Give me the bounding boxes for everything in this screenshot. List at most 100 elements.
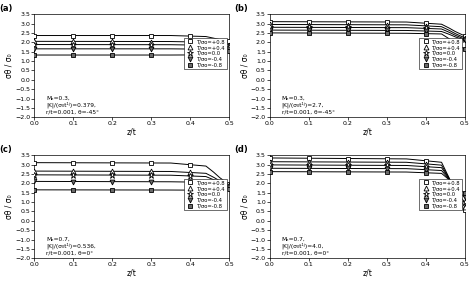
T/σo=-0.4 bbox=[148, 180, 154, 183]
T/σo=-0.4 bbox=[384, 29, 390, 32]
T/σo=-0.8 bbox=[384, 170, 390, 174]
T/σo=+0.4 bbox=[462, 205, 468, 208]
T/σo=+0.4 bbox=[71, 40, 76, 43]
T/σo=+0.8 bbox=[345, 20, 351, 24]
T/σo=-0.8 bbox=[71, 188, 76, 191]
T/σo=+0.4 bbox=[188, 40, 193, 44]
T/σo=+0.4 bbox=[267, 160, 273, 163]
T/σo=+0.8 bbox=[306, 20, 312, 23]
Line: T/σo=-0.8: T/σo=-0.8 bbox=[32, 186, 232, 193]
T/σo=-0.8 bbox=[462, 191, 468, 195]
T/σo=-0.4 bbox=[31, 47, 37, 50]
T/σo=+0.8 bbox=[227, 40, 232, 43]
T/σo=0.0 bbox=[384, 164, 390, 167]
T/σo=0.0 bbox=[148, 173, 154, 177]
T/σo=+0.8 bbox=[31, 161, 37, 164]
T/σo=-0.4 bbox=[384, 167, 390, 170]
Line: T/σo=-0.4: T/σo=-0.4 bbox=[32, 179, 232, 190]
Line: T/σo=0.0: T/σo=0.0 bbox=[267, 162, 468, 205]
T/σo=0.0 bbox=[462, 37, 468, 41]
T/σo=-0.4 bbox=[345, 167, 351, 170]
T/σo=-0.8 bbox=[267, 31, 273, 35]
T/σo=+0.4 bbox=[306, 23, 312, 26]
T/σo=-0.4 bbox=[423, 168, 429, 171]
Legend: T/σo=+0.8, T/σo=+0.4, T/σo=0.0, T/σo=-0.4, T/σo=-0.8: T/σo=+0.8, T/σo=+0.4, T/σo=0.0, T/σo=-0.… bbox=[184, 38, 227, 69]
T/σo=-0.4 bbox=[188, 180, 193, 184]
X-axis label: z/t: z/t bbox=[363, 128, 373, 137]
Line: T/σo=+0.4: T/σo=+0.4 bbox=[32, 169, 232, 188]
T/σo=-0.8 bbox=[31, 53, 37, 57]
T/σo=+0.4 bbox=[384, 23, 390, 27]
T/σo=0.0 bbox=[71, 173, 76, 177]
T/σo=+0.8 bbox=[462, 34, 468, 38]
Line: T/σo=+0.8: T/σo=+0.8 bbox=[267, 156, 467, 213]
T/σo=+0.4 bbox=[188, 171, 193, 174]
Text: Mₑ=0.3,
|K|/(σ₀t¹ʲ)=2.7,
r/t=0.001, θ=-45°: Mₑ=0.3, |K|/(σ₀t¹ʲ)=2.7, r/t=0.001, θ=-4… bbox=[282, 96, 335, 114]
Line: T/σo=-0.8: T/σo=-0.8 bbox=[267, 30, 467, 51]
T/σo=-0.4 bbox=[109, 180, 115, 183]
T/σo=+0.4 bbox=[267, 23, 273, 26]
T/σo=+0.8 bbox=[423, 21, 429, 25]
T/σo=+0.4 bbox=[227, 184, 232, 187]
T/σo=0.0 bbox=[306, 26, 312, 29]
T/σo=+0.4 bbox=[306, 160, 312, 164]
Legend: T/σo=+0.8, T/σo=+0.4, T/σo=0.0, T/σo=-0.4, T/σo=-0.8: T/σo=+0.8, T/σo=+0.4, T/σo=0.0, T/σo=-0.… bbox=[419, 179, 462, 210]
T/σo=-0.4 bbox=[423, 29, 429, 33]
T/σo=+0.8 bbox=[423, 159, 429, 162]
Y-axis label: σθ / σ₀: σθ / σ₀ bbox=[240, 194, 249, 219]
X-axis label: z/t: z/t bbox=[363, 269, 373, 278]
T/σo=-0.4 bbox=[462, 196, 468, 199]
T/σo=0.0 bbox=[267, 163, 273, 167]
Legend: T/σo=+0.8, T/σo=+0.4, T/σo=0.0, T/σo=-0.4, T/σo=-0.8: T/σo=+0.8, T/σo=+0.4, T/σo=0.0, T/σo=-0.… bbox=[184, 179, 227, 210]
T/σo=0.0 bbox=[148, 43, 154, 46]
Line: T/σo=-0.8: T/σo=-0.8 bbox=[32, 49, 232, 58]
T/σo=+0.8 bbox=[345, 157, 351, 160]
T/σo=-0.4 bbox=[71, 47, 76, 50]
T/σo=+0.8 bbox=[188, 163, 193, 166]
T/σo=+0.4 bbox=[462, 36, 468, 39]
Line: T/σo=-0.4: T/σo=-0.4 bbox=[267, 166, 467, 200]
T/σo=+0.4 bbox=[345, 160, 351, 164]
T/σo=-0.4 bbox=[306, 28, 312, 32]
T/σo=+0.8 bbox=[109, 34, 115, 37]
T/σo=-0.8 bbox=[71, 53, 76, 57]
T/σo=0.0 bbox=[227, 184, 232, 188]
T/σo=0.0 bbox=[109, 173, 115, 177]
T/σo=+0.4 bbox=[71, 169, 76, 173]
T/σo=+0.8 bbox=[188, 34, 193, 38]
Line: T/σo=+0.8: T/σo=+0.8 bbox=[267, 19, 467, 38]
T/σo=+0.4 bbox=[148, 40, 154, 43]
T/σo=0.0 bbox=[345, 164, 351, 167]
T/σo=0.0 bbox=[109, 43, 115, 46]
T/σo=+0.4 bbox=[227, 43, 232, 46]
T/σo=+0.4 bbox=[423, 162, 429, 166]
T/σo=0.0 bbox=[462, 200, 468, 204]
T/σo=-0.8 bbox=[148, 53, 154, 57]
T/σo=+0.4 bbox=[148, 170, 154, 173]
T/σo=0.0 bbox=[227, 45, 232, 48]
T/σo=0.0 bbox=[188, 174, 193, 178]
Line: T/σo=-0.8: T/σo=-0.8 bbox=[267, 169, 467, 195]
T/σo=0.0 bbox=[31, 43, 37, 46]
T/σo=-0.4 bbox=[188, 47, 193, 51]
T/σo=+0.4 bbox=[345, 23, 351, 27]
T/σo=-0.4 bbox=[306, 167, 312, 170]
T/σo=+0.8 bbox=[267, 156, 273, 160]
Line: T/σo=+0.4: T/σo=+0.4 bbox=[267, 22, 467, 40]
Y-axis label: σθ / σ₀: σθ / σ₀ bbox=[240, 53, 249, 78]
Line: T/σo=+0.8: T/σo=+0.8 bbox=[32, 160, 232, 187]
T/σo=+0.8 bbox=[384, 157, 390, 160]
T/σo=0.0 bbox=[306, 163, 312, 167]
Text: Mₑ=0.3,
|K|/(σ₀t¹ʲ)=0.379,
r/t=0.001, θ=-45°: Mₑ=0.3, |K|/(σ₀t¹ʲ)=0.379, r/t=0.001, θ=… bbox=[46, 96, 99, 114]
T/σo=-0.8 bbox=[109, 53, 115, 57]
T/σo=-0.8 bbox=[462, 47, 468, 50]
Line: T/σo=+0.4: T/σo=+0.4 bbox=[32, 39, 232, 47]
T/σo=-0.8 bbox=[267, 170, 273, 173]
Text: (b): (b) bbox=[235, 4, 248, 13]
T/σo=-0.4 bbox=[227, 47, 232, 50]
T/σo=-0.4 bbox=[345, 28, 351, 32]
T/σo=+0.8 bbox=[148, 34, 154, 37]
Line: T/σo=0.0: T/σo=0.0 bbox=[267, 24, 468, 42]
Text: (c): (c) bbox=[0, 145, 12, 154]
T/σo=+0.8 bbox=[148, 161, 154, 165]
